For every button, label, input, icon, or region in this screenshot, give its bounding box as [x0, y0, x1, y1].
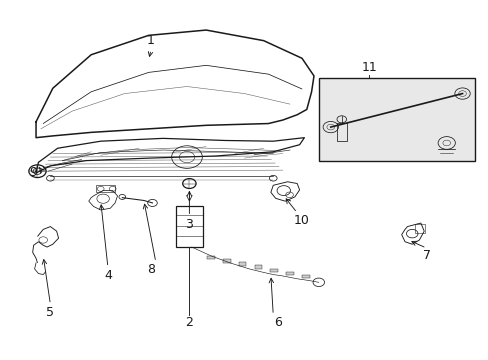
Bar	[336, 123, 346, 141]
Text: 1: 1	[147, 34, 155, 47]
Text: 10: 10	[293, 214, 309, 227]
Bar	[96, 185, 115, 192]
Text: 9: 9	[30, 166, 38, 179]
Bar	[223, 259, 230, 262]
Bar	[176, 207, 203, 247]
Text: 4: 4	[104, 269, 112, 282]
Text: 3: 3	[185, 217, 193, 231]
Bar	[302, 275, 309, 278]
Bar	[254, 265, 262, 269]
Text: 2: 2	[185, 316, 193, 329]
Text: 11: 11	[361, 60, 376, 73]
Bar	[270, 269, 278, 272]
Bar	[238, 262, 246, 266]
Bar	[318, 78, 473, 161]
Bar	[207, 256, 214, 259]
Text: 7: 7	[422, 249, 430, 262]
Bar	[285, 272, 293, 275]
Text: 5: 5	[46, 306, 54, 319]
Bar	[414, 224, 424, 233]
Text: 6: 6	[274, 316, 282, 329]
Text: 8: 8	[147, 264, 155, 276]
